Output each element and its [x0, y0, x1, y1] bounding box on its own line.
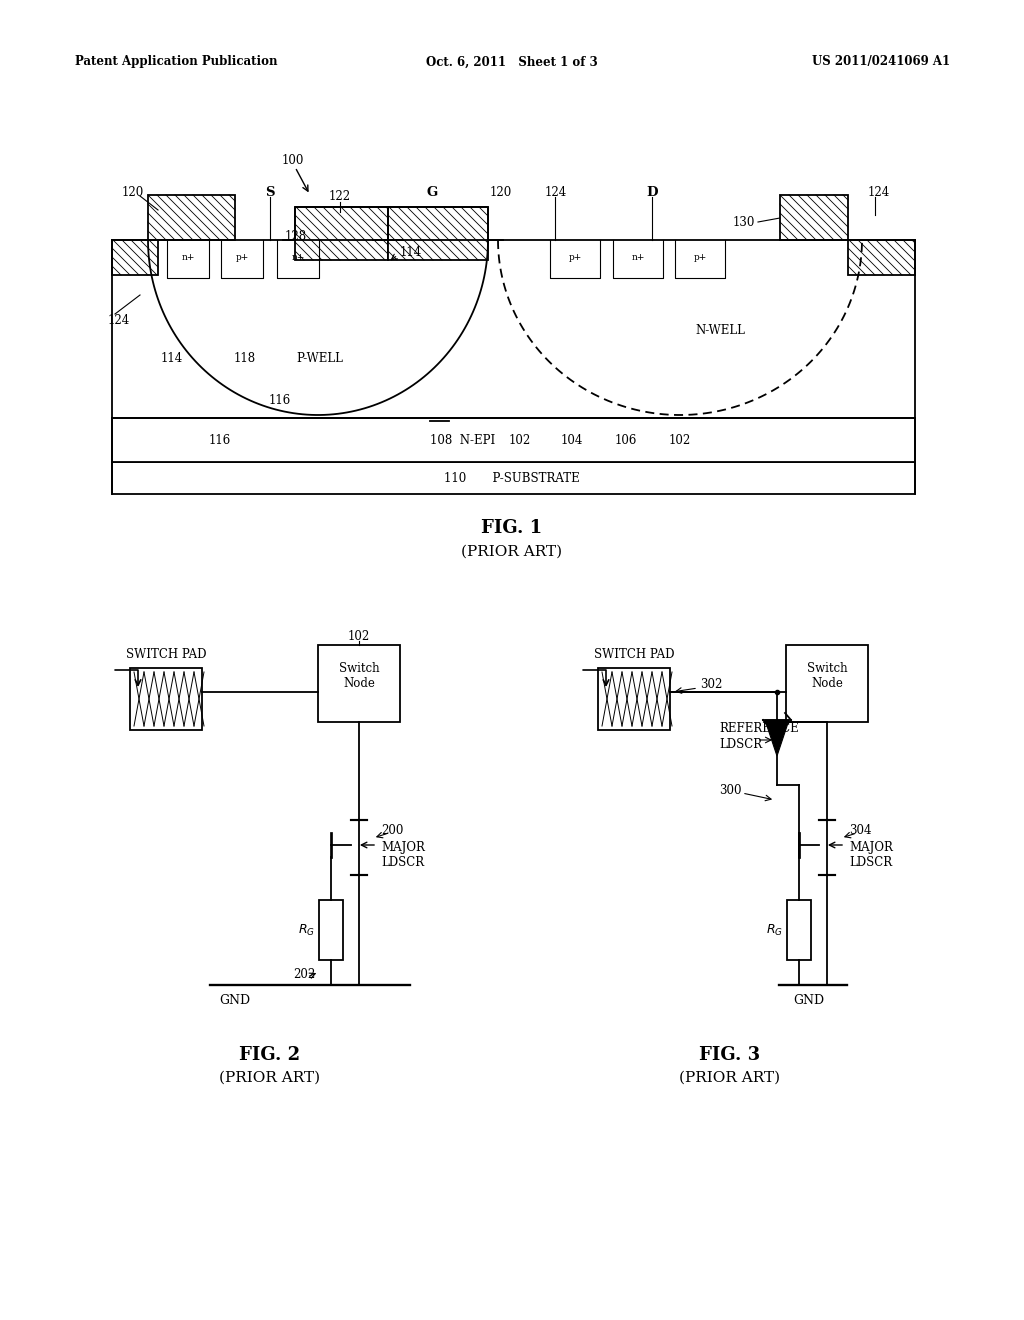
- Bar: [598, 668, 670, 730]
- Text: 116: 116: [269, 393, 291, 407]
- Text: 304: 304: [849, 824, 871, 837]
- Text: 116: 116: [209, 433, 231, 446]
- Text: Patent Application Publication: Patent Application Publication: [75, 55, 278, 69]
- Text: LDSCR: LDSCR: [381, 857, 424, 870]
- Text: SWITCH PAD: SWITCH PAD: [594, 648, 674, 661]
- Text: GND: GND: [794, 994, 824, 1006]
- Text: 118: 118: [233, 351, 256, 364]
- Text: 122: 122: [329, 190, 351, 203]
- Text: 124: 124: [868, 186, 890, 198]
- Text: SWITCH PAD: SWITCH PAD: [126, 648, 206, 661]
- Text: p+: p+: [568, 252, 582, 261]
- Text: GND: GND: [219, 994, 251, 1006]
- Bar: [130, 668, 202, 730]
- Bar: [112, 418, 915, 462]
- Text: FIG. 1: FIG. 1: [481, 519, 543, 537]
- Bar: [787, 900, 811, 960]
- Bar: [318, 645, 400, 722]
- Bar: [148, 195, 234, 240]
- Text: MAJOR: MAJOR: [381, 842, 425, 854]
- Text: 300: 300: [719, 784, 741, 796]
- Text: LDSCR: LDSCR: [849, 857, 892, 870]
- Text: 114: 114: [400, 246, 422, 259]
- Text: p+: p+: [236, 252, 249, 261]
- Text: 102: 102: [669, 433, 691, 446]
- Text: P-WELL: P-WELL: [297, 351, 343, 364]
- Text: p+: p+: [693, 252, 707, 261]
- Text: $R_G$: $R_G$: [298, 923, 315, 937]
- Bar: [388, 207, 488, 260]
- Text: n+: n+: [181, 252, 195, 261]
- Bar: [786, 645, 868, 722]
- Text: 130: 130: [732, 215, 755, 228]
- Text: (PRIOR ART): (PRIOR ART): [219, 1071, 321, 1085]
- Text: FIG. 3: FIG. 3: [699, 1045, 761, 1064]
- Text: D: D: [646, 186, 657, 198]
- Text: 110       P-SUBSTRATE: 110 P-SUBSTRATE: [444, 471, 580, 484]
- Text: Switch
Node: Switch Node: [807, 663, 847, 690]
- Text: Oct. 6, 2011   Sheet 1 of 3: Oct. 6, 2011 Sheet 1 of 3: [426, 55, 598, 69]
- Text: n+: n+: [291, 252, 305, 261]
- Bar: [295, 207, 388, 260]
- Text: 114: 114: [161, 351, 183, 364]
- Text: 100: 100: [282, 153, 304, 166]
- Text: $R_G$: $R_G$: [766, 923, 783, 937]
- Text: 102: 102: [348, 631, 370, 644]
- Text: US 2011/0241069 A1: US 2011/0241069 A1: [812, 55, 950, 69]
- Bar: [112, 462, 915, 494]
- Text: 120: 120: [122, 186, 144, 198]
- Bar: [112, 240, 158, 275]
- Text: (PRIOR ART): (PRIOR ART): [462, 545, 562, 558]
- Text: 106: 106: [614, 433, 637, 446]
- Text: 302: 302: [700, 678, 722, 692]
- Text: 124: 124: [108, 314, 130, 326]
- Text: n+: n+: [632, 252, 645, 261]
- Text: 102: 102: [509, 433, 531, 446]
- Polygon shape: [765, 719, 790, 756]
- Text: FIG. 2: FIG. 2: [240, 1045, 301, 1064]
- Text: MAJOR: MAJOR: [849, 842, 893, 854]
- Text: REFERENCE: REFERENCE: [719, 722, 799, 734]
- Text: 124: 124: [545, 186, 567, 198]
- Text: 128: 128: [285, 231, 307, 243]
- Bar: [319, 900, 343, 960]
- Text: 104: 104: [561, 433, 584, 446]
- Text: 120: 120: [490, 186, 512, 198]
- Text: LDSCR: LDSCR: [719, 738, 762, 751]
- Text: 108  N-EPI: 108 N-EPI: [430, 433, 496, 446]
- Text: Switch
Node: Switch Node: [339, 663, 379, 690]
- Text: 200: 200: [381, 824, 403, 837]
- Text: S: S: [265, 186, 274, 198]
- Bar: [780, 195, 848, 240]
- Text: G: G: [426, 186, 437, 198]
- Text: (PRIOR ART): (PRIOR ART): [680, 1071, 780, 1085]
- Text: 202: 202: [293, 968, 315, 981]
- Bar: [848, 240, 915, 275]
- Text: N-WELL: N-WELL: [695, 323, 744, 337]
